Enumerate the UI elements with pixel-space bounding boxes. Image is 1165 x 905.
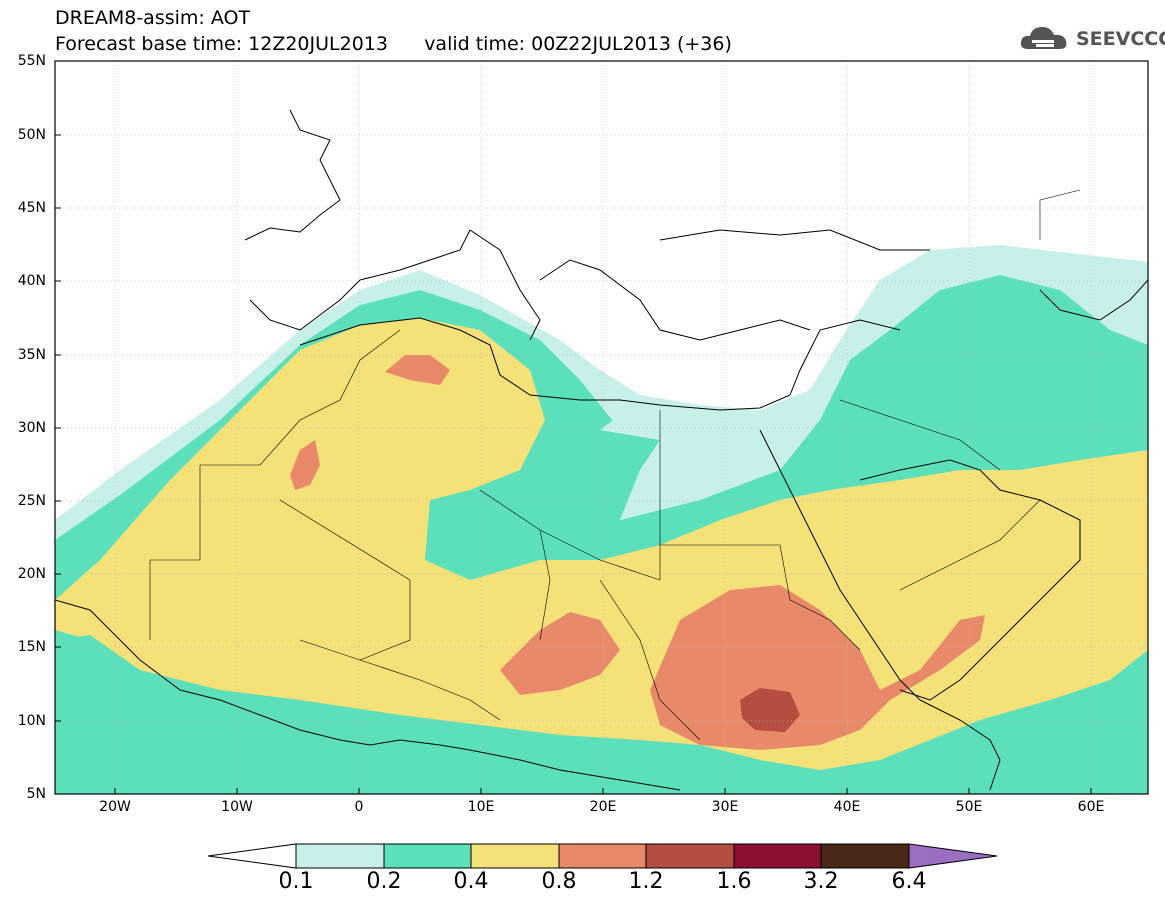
lat-label: 55N: [17, 53, 46, 69]
colorbar-low-arrow: [207, 843, 297, 869]
country-borders: [149, 189, 1081, 741]
colorbar-label: 0.2: [366, 869, 402, 894]
map-area: [55, 61, 1148, 794]
colorbar-label: 3.2: [803, 869, 839, 894]
lat-label: 50N: [17, 127, 46, 143]
lat-label: 25N: [17, 493, 46, 509]
lat-label: 35N: [17, 347, 46, 363]
colorbar-box-0.1: [295, 843, 385, 869]
colorbar-box-1.6: [733, 843, 822, 869]
colorbar-label: 0.1: [278, 869, 314, 894]
aot-blob-mauritania: [290, 440, 320, 490]
colorbar-box-0.2: [383, 843, 472, 869]
colorbar-label: 1.6: [716, 869, 752, 894]
cloud-icon: [1020, 27, 1067, 49]
colorbar-box-0.8: [558, 843, 647, 869]
lon-label: 50E: [955, 799, 983, 815]
logo-text: SEEVCCC: [1076, 28, 1165, 50]
lon-label: 30E: [711, 799, 739, 815]
forecast-times: Forecast base time: 12Z20JUL2013 valid t…: [55, 33, 732, 55]
seevccc-logo: SEEVCCC: [1018, 22, 1165, 56]
lat-label: 40N: [17, 273, 46, 289]
lat-label: 20N: [17, 566, 46, 582]
colorbar-box-0.4: [470, 843, 560, 869]
colorbar-label: 0.4: [453, 869, 489, 894]
lat-label: 5N: [26, 786, 46, 802]
lon-label: 0: [354, 799, 364, 815]
lat-label: 30N: [17, 420, 46, 436]
colorbar-box-1.2: [645, 843, 735, 869]
coastlines: [55, 109, 1148, 791]
lon-label: 20W: [99, 799, 131, 815]
aot-patch-egypt: [600, 400, 790, 520]
aot-contour-0.4: [55, 318, 1148, 770]
lat-label: 10N: [17, 713, 46, 729]
aot-blob-sudan: [650, 585, 985, 750]
lon-label: 10E: [467, 799, 495, 815]
aot-blob-chad: [500, 612, 620, 695]
lat-label: 45N: [17, 200, 46, 216]
colorbar-box-3.2: [820, 843, 910, 869]
colorbar: [207, 843, 998, 869]
lon-label: 20E: [589, 799, 617, 815]
lon-label: 10W: [221, 799, 253, 815]
aot-band-south: [55, 635, 860, 794]
aot-blob-algeria: [385, 355, 450, 385]
colorbar-label: 6.4: [891, 869, 927, 894]
lon-label: 60E: [1077, 799, 1105, 815]
colorbar-high-arrow: [908, 843, 998, 869]
lon-label: 40E: [833, 799, 861, 815]
colorbar-label: 1.2: [628, 869, 664, 894]
colorbar-label: 0.8: [541, 869, 577, 894]
aot-band-southeast: [880, 650, 1148, 794]
lat-label: 15N: [17, 639, 46, 655]
chart-title: DREAM8-assim: AOT: [55, 7, 251, 29]
